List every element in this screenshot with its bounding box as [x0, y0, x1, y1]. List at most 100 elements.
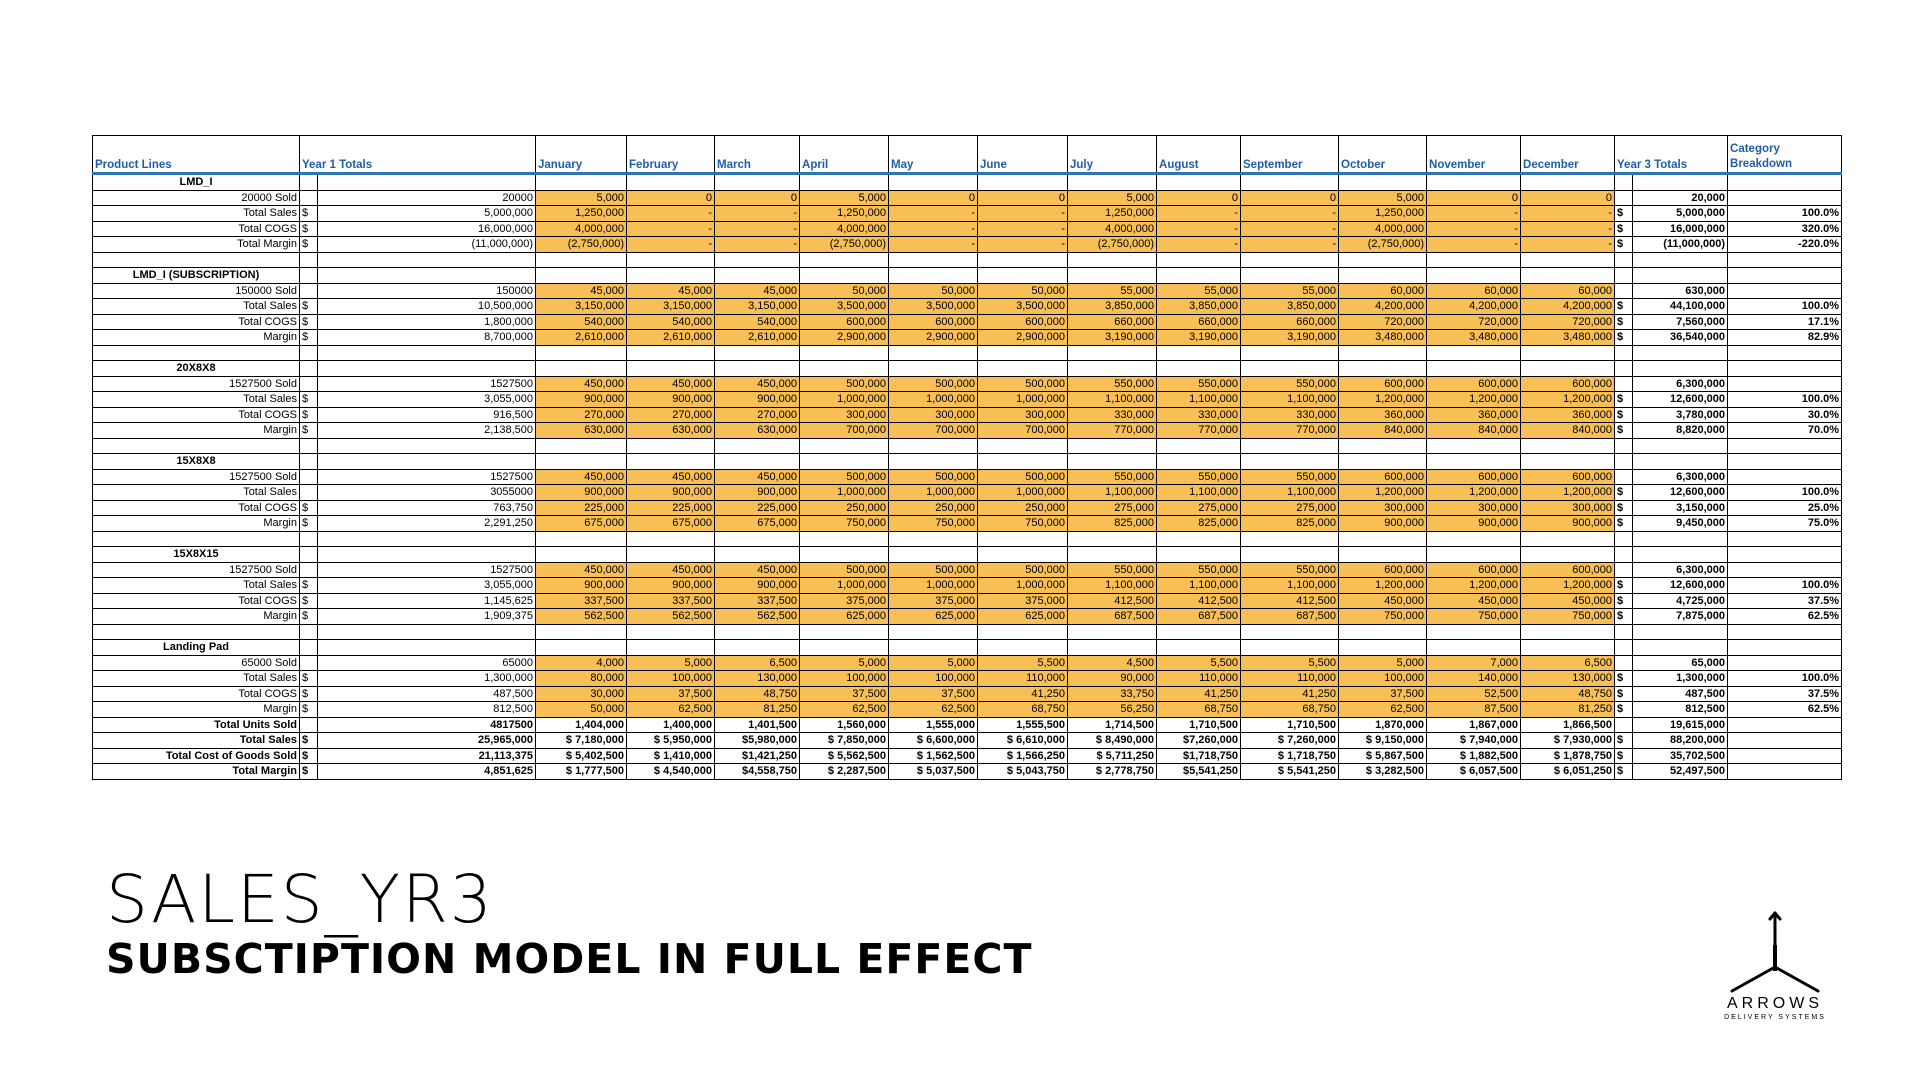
year3-value: 812,500 [1632, 701, 1729, 718]
currency-symbol: $ [1614, 236, 1634, 253]
currency-symbol: $ [299, 406, 318, 423]
blank-cell [888, 267, 979, 284]
slide-title: SALES_YR3 [106, 861, 494, 938]
blank-cell [1614, 546, 1634, 563]
month-total: $1,718,750 [1156, 747, 1242, 764]
blank-cell [1520, 623, 1616, 640]
month-value: 1,100,000 [1156, 484, 1242, 501]
month-value: - [1156, 220, 1242, 237]
currency-symbol [299, 484, 318, 501]
blank-cell [888, 437, 979, 454]
section-header-row: LMD_I (SUBSCRIPTION) [92, 267, 1843, 284]
month-value: 450,000 [1520, 592, 1616, 609]
month-value: - [1426, 220, 1522, 237]
month-value: 55,000 [1156, 282, 1242, 299]
month-value: 4,000,000 [535, 220, 628, 237]
month-value: 60,000 [1338, 282, 1428, 299]
month-value: 1,100,000 [1240, 391, 1340, 408]
blank-cell [316, 360, 537, 377]
month-value: - [714, 236, 801, 253]
month-total: 1,560,000 [799, 716, 890, 733]
blank-cell [1614, 173, 1634, 191]
year3-value: 9,450,000 [1632, 515, 1729, 532]
blank-cell [1067, 453, 1158, 470]
blank-cell [799, 639, 890, 656]
blank-cell [1632, 437, 1729, 454]
blank-cell [92, 530, 300, 547]
table-row: 150000 Sold 150000 45,000 45,000 45,000 50,00… [92, 282, 1843, 299]
month-total: $ 5,950,000 [626, 732, 716, 749]
blank-cell [1426, 344, 1522, 361]
month-value: 600,000 [1426, 468, 1522, 485]
month-total: $ 2,287,500 [799, 763, 890, 780]
month-total: $ 7,930,000 [1520, 732, 1616, 749]
month-total: 1,555,000 [888, 716, 979, 733]
currency-symbol: $ [1614, 313, 1634, 330]
month-value: 37,500 [1338, 685, 1428, 702]
month-value: 68,750 [1240, 701, 1340, 718]
month-value: 300,000 [1426, 499, 1522, 516]
blank-cell [977, 639, 1069, 656]
month-value: 41,250 [1240, 685, 1340, 702]
category-breakdown-value: 100.0% [1727, 205, 1843, 222]
blank-cell [626, 623, 716, 640]
blank-cell [1067, 639, 1158, 656]
row-label: Margin [92, 608, 300, 625]
month-total: $ 1,882,500 [1426, 747, 1522, 764]
year3-total: 35,702,500 [1632, 747, 1729, 764]
blank-cell [888, 453, 979, 470]
month-value: 50,000 [535, 701, 628, 718]
blank-cell [1067, 546, 1158, 563]
month-total: $5,980,000 [714, 732, 801, 749]
blank-cell [1727, 360, 1843, 377]
month-value: 330,000 [1156, 406, 1242, 423]
blank-cell [888, 251, 979, 268]
blank-cell [714, 623, 801, 640]
month-value: 1,100,000 [1156, 577, 1242, 594]
year1-value: 1527500 [316, 561, 537, 578]
category-breakdown-value [1727, 561, 1843, 578]
blank-cell [1520, 639, 1616, 656]
header-product-lines: Product Lines [92, 135, 300, 175]
category-breakdown-value: 100.0% [1727, 391, 1843, 408]
blank-cell [977, 173, 1069, 191]
total-label: Total Margin [92, 763, 300, 780]
month-total: 1,404,000 [535, 716, 628, 733]
blank-cell [1240, 546, 1340, 563]
blank-cell [1520, 546, 1616, 563]
month-value: 6,500 [1520, 654, 1616, 671]
month-value: 500,000 [977, 375, 1069, 392]
month-value: 4,000,000 [1067, 220, 1158, 237]
month-value: - [888, 220, 979, 237]
year1-value: 20000 [316, 189, 537, 206]
blank-cell [1156, 453, 1242, 470]
currency-symbol: $ [299, 670, 318, 687]
currency-symbol: $ [1614, 515, 1634, 532]
month-value: 750,000 [1520, 608, 1616, 625]
category-breakdown-value [1727, 468, 1843, 485]
month-value: 1,200,000 [1520, 577, 1616, 594]
month-value: 550,000 [1067, 561, 1158, 578]
row-label: Total Sales [92, 205, 300, 222]
month-total: $1,421,250 [714, 747, 801, 764]
blank-cell [1727, 763, 1843, 780]
month-value: 5,500 [1156, 654, 1242, 671]
month-value: 81,250 [1520, 701, 1616, 718]
totals-row: Total Cost of Goods Sold $21,113,375 $ 5,4… [92, 747, 1843, 764]
category-breakdown-value: 37.5% [1727, 685, 1843, 702]
blank-cell [316, 344, 537, 361]
month-value: 500,000 [977, 468, 1069, 485]
year1-value: 487,500 [316, 685, 537, 702]
month-total: $5,541,250 [1156, 763, 1242, 780]
month-value: 700,000 [977, 422, 1069, 439]
blank-cell [1240, 251, 1340, 268]
month-total: $ 4,540,000 [626, 763, 716, 780]
month-value: 825,000 [1240, 515, 1340, 532]
blank-cell [714, 453, 801, 470]
blank-cell [299, 623, 318, 640]
currency-symbol: $ [1614, 205, 1634, 222]
month-value: 4,500 [1067, 654, 1158, 671]
blank-cell [1240, 453, 1340, 470]
blank-cell [1067, 530, 1158, 547]
blank-cell [1240, 639, 1340, 656]
